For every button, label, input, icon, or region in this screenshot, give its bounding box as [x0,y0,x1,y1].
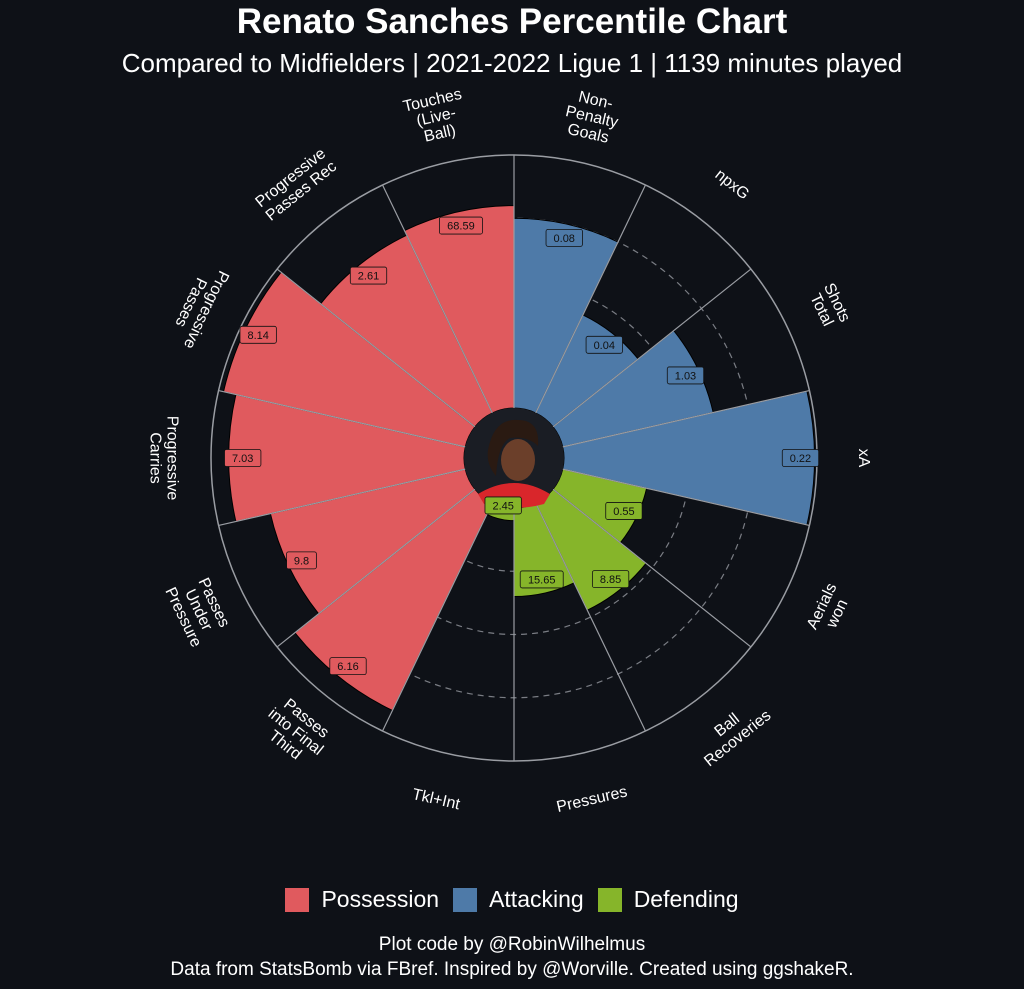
category-label-line-5-1: Recoveries [701,707,774,770]
category-label-4: Aerialswon [804,581,856,640]
spoke-3 [562,389,810,448]
value-label-0: 0.08 [554,233,575,245]
value-label-box-4 [605,502,643,520]
value-label-5: 8.85 [600,574,621,586]
value-label-10: 7.03 [232,453,253,465]
category-label-line-10-0: Progressive [164,416,181,501]
value-label-4: 0.55 [613,506,634,518]
legend-swatch-defending [597,887,622,912]
category-label-6: Pressures [555,783,629,816]
spoke-9 [276,488,476,648]
category-label-line-6-0: Pressures [555,783,629,816]
caption-credit: Plot code by @RobinWilhelmus [378,934,646,955]
value-label-box-0 [545,229,583,247]
player-hair [487,419,539,476]
legend-label-attacking: Attacking [489,886,584,912]
legend-label-defending: Defending [633,886,739,912]
spoke-11 [218,389,466,448]
spoke-8 [381,502,493,732]
category-label-line-3-0: xA [855,449,872,468]
category-label-5: BallRecoveries [691,694,775,770]
value-label-3: 0.22 [790,453,811,465]
category-label-1: npxG [712,166,753,203]
value-label-2: 1.03 [675,370,696,382]
chart-subtitle: Compared to Midfielders | 2021-2022 Ligu… [121,48,903,78]
spoke-12 [276,268,476,428]
category-label-2: ShotsTotal [805,281,853,333]
legend-item-attacking: Attacking [453,886,584,913]
spoke-2 [552,268,752,428]
value-label-9: 9.8 [294,555,309,567]
value-label-12: 2.61 [358,271,379,283]
spoke-5 [552,488,752,648]
value-label-box-6 [519,570,564,589]
value-label-8: 6.16 [337,661,358,673]
chart-title: Renato Sanches Percentile Chart [236,2,788,41]
legend-swatch-possession [285,887,310,912]
value-label-box-12 [349,266,388,285]
value-label-box-3 [781,449,820,467]
value-label-box-1 [585,335,623,354]
category-label-9: PassesUnderPressure [161,570,235,650]
category-label-0: Non-PenaltyGoals [560,86,623,148]
value-label-box-5 [591,570,630,589]
category-label-line-10-1: Carries [147,432,164,484]
value-label-box-2 [666,366,705,385]
value-label-1: 0.04 [594,340,615,352]
spoke-1 [535,184,647,414]
spoke-4 [562,468,810,527]
value-labels-layer: 0.08 0.04 1.03 0.22 0.55 8.85 15.65 2.45 6.16 9.8… [224,216,820,676]
category-label-10: ProgressiveCarries [147,416,181,501]
category-label-12: ProgressivePasses Rec [252,145,340,225]
value-label-11: 8.14 [247,330,268,342]
value-label-6: 15.65 [528,574,556,586]
value-label-7: 2.45 [492,500,513,512]
legend-swatch-attacking [453,887,478,912]
category-label-8: Passesinto FinalThird [254,692,337,772]
value-label-box-7 [484,496,522,515]
category-label-line-13-2: Ball) [423,122,458,146]
spoke-10 [218,468,466,527]
legend-item-defending: Defending [597,886,739,913]
spokes-layer [218,155,810,761]
value-label-box-11 [239,325,277,344]
category-label-3: xA [855,449,872,468]
category-label-11: ProgressivePasses [165,260,232,351]
category-label-7: Tkl+Int [410,786,462,813]
value-label-box-9 [286,551,317,570]
spoke-13 [381,184,493,414]
category-label-line-1-0: npxG [712,166,753,203]
category-label-line-7-0: Tkl+Int [410,786,462,813]
legend-item-possession: Possession [285,886,439,913]
polar-bar-chart: 0.08 0.04 1.03 0.22 0.55 8.85 15.65 2.45 6.16 9.8… [147,86,873,816]
value-label-13: 68.59 [447,221,475,233]
chart-legend: Possession Attacking Defending [0,886,1024,913]
category-label-13: Touches(Live-Ball) [402,86,471,149]
value-label-box-10 [224,449,262,467]
spoke-6 [535,502,647,732]
value-label-box-13 [439,216,483,235]
player-face [501,439,535,481]
value-label-box-8 [329,657,367,676]
caption-source: Data from StatsBomb via FBref. Inspired … [170,959,854,980]
legend-label-possession: Possession [321,886,440,912]
